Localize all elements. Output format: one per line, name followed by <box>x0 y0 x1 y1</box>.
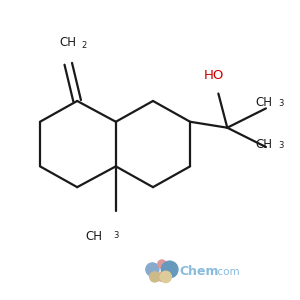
Text: CH: CH <box>85 230 102 243</box>
Circle shape <box>160 271 171 283</box>
Circle shape <box>158 260 166 268</box>
Circle shape <box>161 261 178 278</box>
Text: CH: CH <box>256 96 272 109</box>
Text: .com: .com <box>215 267 240 277</box>
Text: 3: 3 <box>278 141 284 150</box>
Circle shape <box>146 263 159 276</box>
Text: 3: 3 <box>114 231 119 240</box>
Circle shape <box>150 272 160 282</box>
Circle shape <box>157 273 166 281</box>
Text: CH: CH <box>256 138 272 151</box>
Text: 3: 3 <box>278 99 284 108</box>
Text: Chem: Chem <box>180 266 219 278</box>
Text: 2: 2 <box>81 41 86 50</box>
Text: HO: HO <box>203 69 224 82</box>
Text: CH: CH <box>59 36 76 49</box>
